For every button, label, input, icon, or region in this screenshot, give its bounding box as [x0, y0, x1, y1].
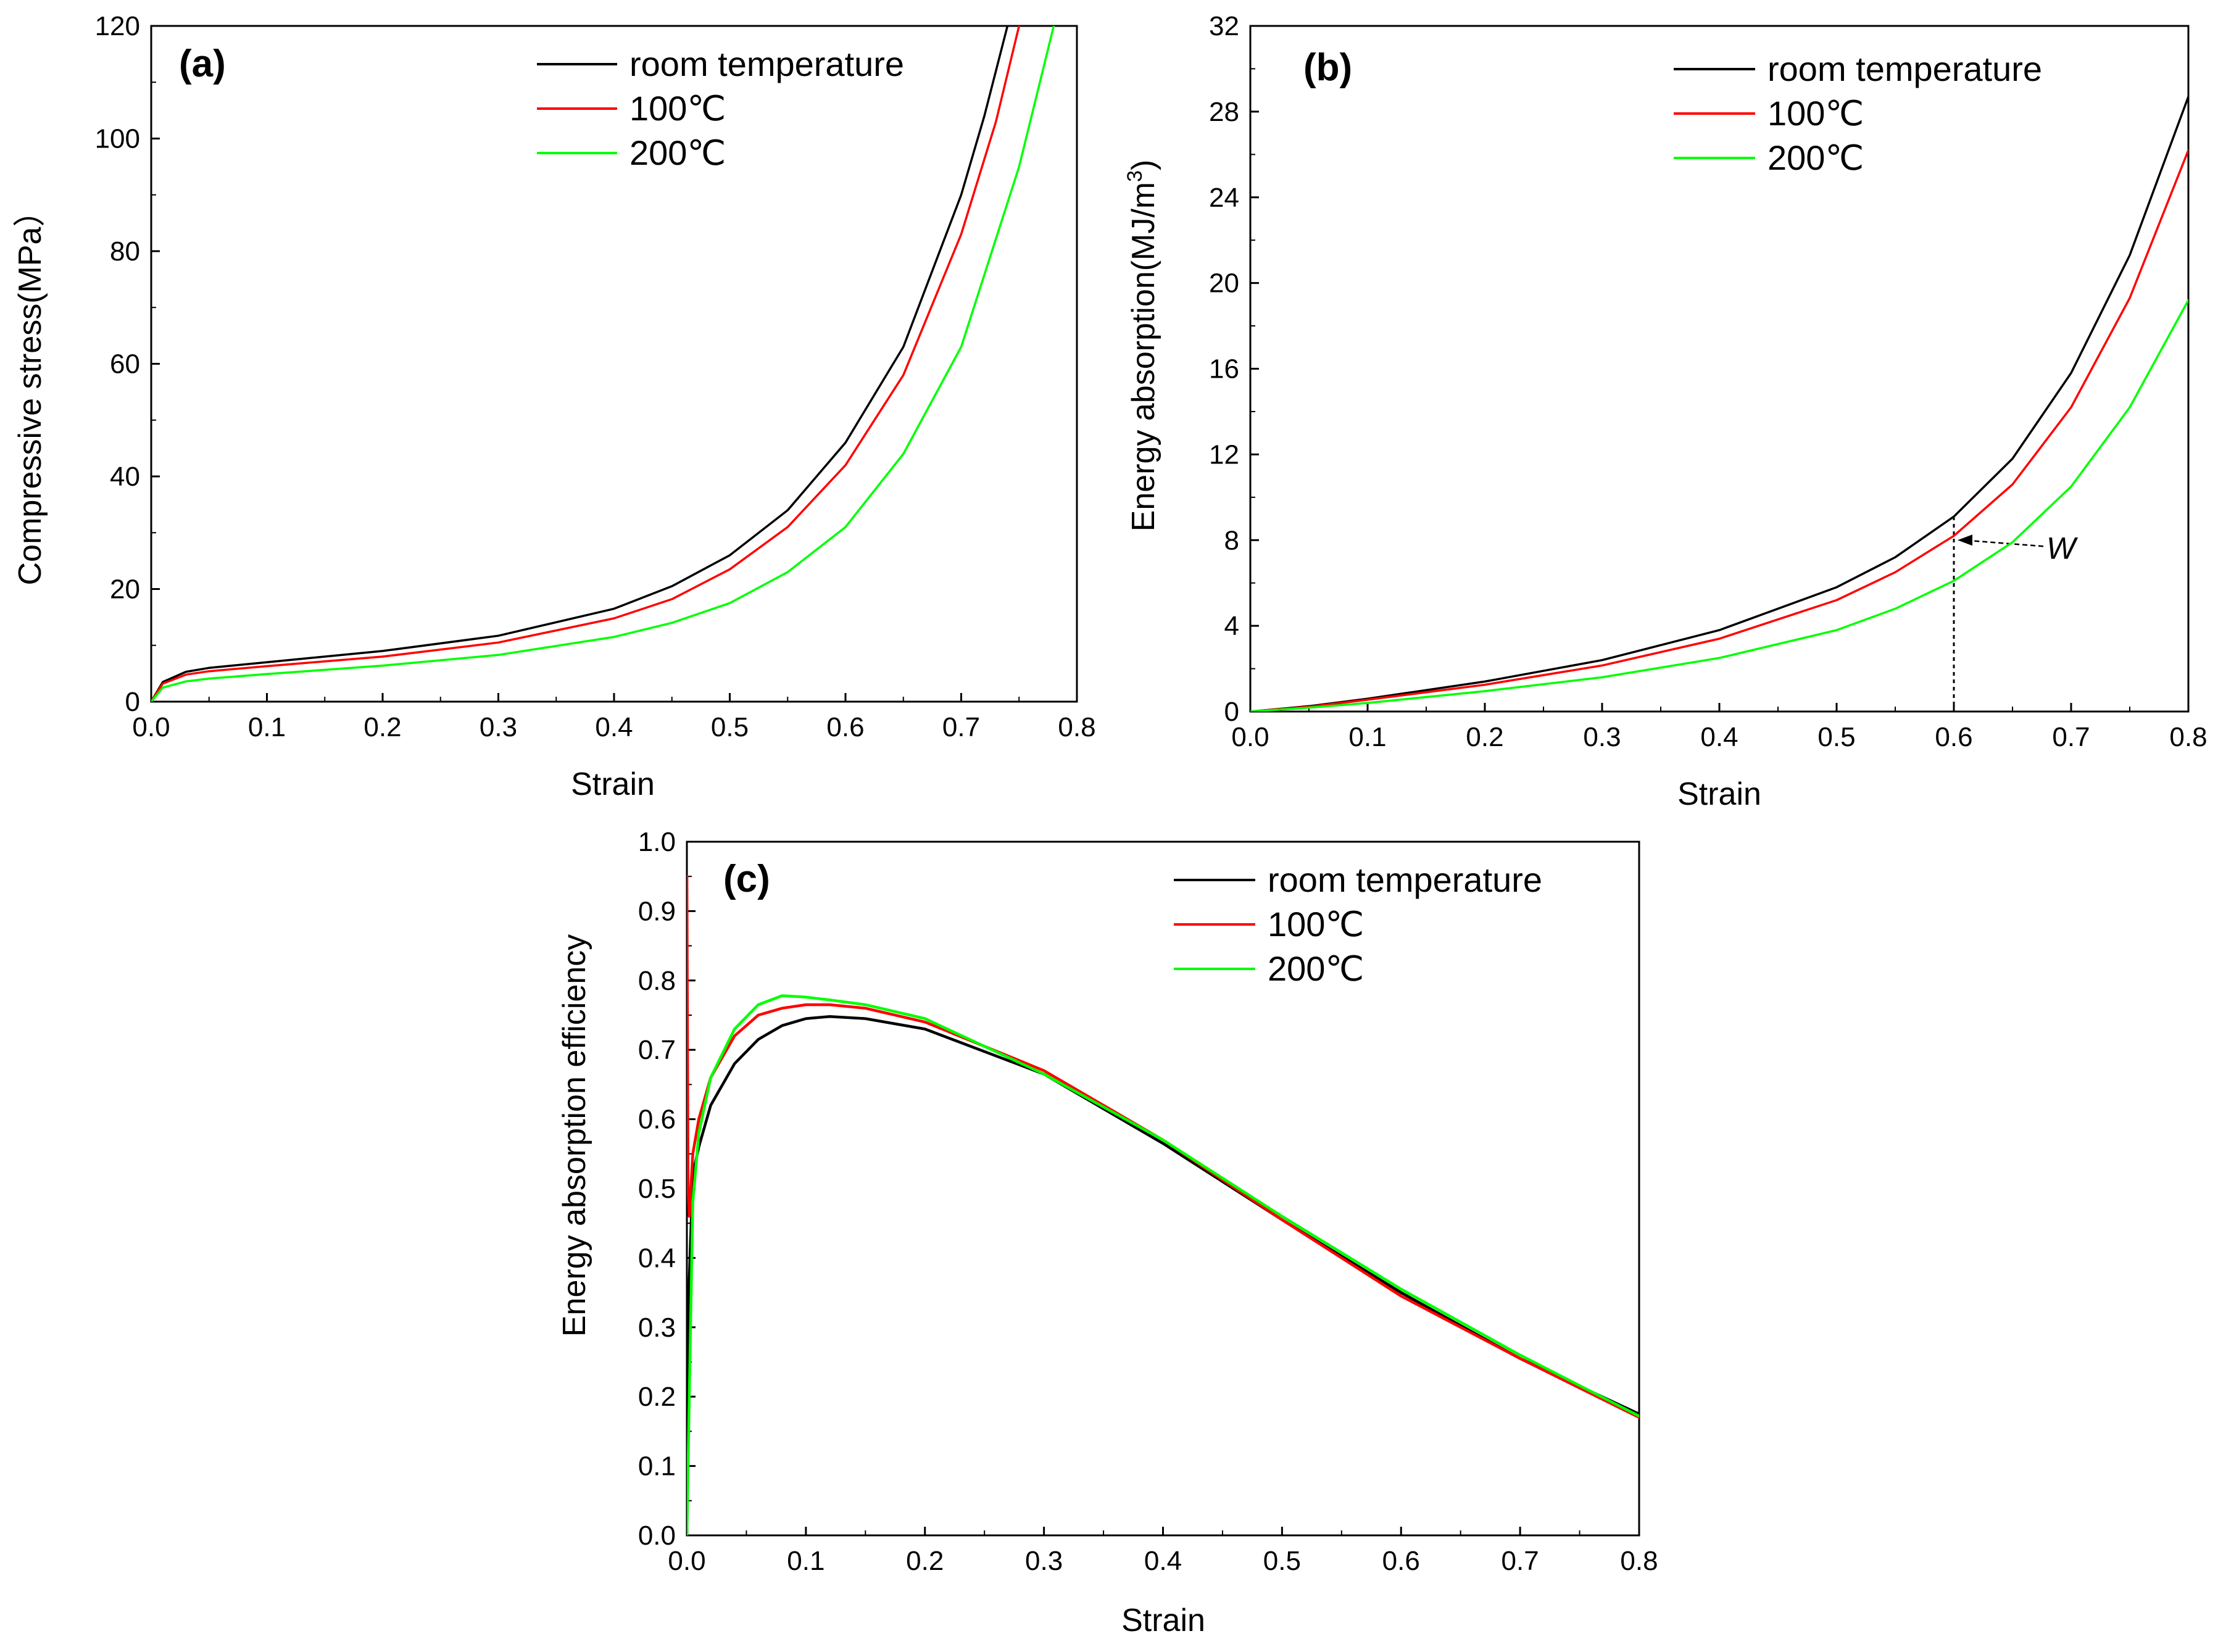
panel-b-legend-label: 200℃: [1767, 138, 1864, 177]
panel-c-y-tick-label: 0.2: [638, 1382, 676, 1412]
panel-b-series-line-3: [1250, 299, 2188, 712]
panel-a-x-axis-title: Strain: [571, 766, 655, 802]
panel-c-x-tick-label: 0.7: [1502, 1546, 1539, 1576]
panel-b-y-tick-label: 32: [1209, 11, 1239, 41]
panel-b-y-tick-label: 8: [1224, 525, 1239, 555]
panel-b-plot-area: 0.0 0.1 0.2 0.3 0.4 0.5 0.6 0.7 0.8 0 4 8 12 16 20 24 28…: [1209, 11, 2208, 752]
panel-c-y-tick-label: 0.4: [638, 1243, 676, 1273]
panel-a-x-tick-label: 0.6: [826, 712, 864, 742]
panel-b-y-axis-title-end: ): [1126, 160, 1161, 170]
panel-a-y-tick-label: 100: [95, 124, 140, 154]
panel-a-compressive-stress: 0.0 0.1 0.2 0.3 0.4 0.5 0.6 0.7 0.8 0 20 40 60 80 100 1…: [12, 11, 1096, 802]
panel-a-series-line-2: [151, 26, 1021, 702]
panel-a-y-tick-label: 120: [95, 11, 140, 41]
panel-a-x-tick-label: 0.0: [132, 712, 170, 742]
panel-a-y-axis-title: Compressive stress(MPa）: [12, 195, 48, 586]
panel-c-x-tick-label: 0.4: [1144, 1546, 1182, 1576]
panel-c-x-tick-label: 0.3: [1025, 1546, 1063, 1576]
panel-a-legend-label: 100℃: [629, 89, 726, 128]
panel-b-annotation-arrowhead: [1958, 534, 1972, 546]
panel-c-y-tick-label: 0.5: [638, 1174, 676, 1204]
panel-c-y-tick-label: 0.9: [638, 896, 676, 926]
panel-c-plot-area: 0.0 0.1 0.2 0.3 0.4 0.5 0.6 0.7 0.8 0.0 0.1 0.2 0.3 0…: [638, 827, 1658, 1576]
panel-c-y-tick-label: 0.1: [638, 1451, 676, 1482]
panel-c-y-tick-label: 0.0: [638, 1521, 676, 1551]
panel-c-legend-label: room temperature: [1268, 860, 1542, 899]
panel-a-y-tick-label: 20: [110, 575, 140, 605]
panel-c-y-axis-title: Energy absorption efficiency: [557, 934, 592, 1337]
panel-b-y-tick-label: 4: [1224, 611, 1239, 641]
panel-b-x-tick-label: 0.5: [1817, 722, 1855, 752]
panel-a-y-tick-label: 80: [110, 236, 140, 267]
panel-a-legend-label: 200℃: [629, 133, 726, 172]
panel-b-x-axis-title: Strain: [1677, 776, 1761, 812]
panel-c-x-tick-label: 0.6: [1382, 1546, 1420, 1576]
panel-b-y-tick-label: 0: [1224, 697, 1239, 727]
panel-b-y-tick-label: 28: [1209, 97, 1239, 127]
panel-c-y-tick-label: 0.3: [638, 1313, 676, 1343]
panel-a-x-tick-label: 0.2: [363, 712, 401, 742]
panel-a-x-tick-label: 0.7: [942, 712, 980, 742]
panel-b-energy-absorption: 0.0 0.1 0.2 0.3 0.4 0.5 0.6 0.7 0.8 0 4 8 12 16 20 24 28…: [1123, 11, 2208, 812]
panel-c-x-tick-label: 0.8: [1620, 1546, 1658, 1576]
panel-c-series-line-3: [687, 994, 1639, 1535]
panel-a-x-tick-label: 0.1: [248, 712, 286, 742]
panel-a-x-tick-label: 0.4: [595, 712, 633, 742]
panel-a-series-line-1: [151, 26, 1009, 702]
panel-b-y-axis-title: Energy absorption(MJ/m3): [1123, 160, 1161, 532]
panel-a-plot-area: 0.0 0.1 0.2 0.3 0.4 0.5 0.6 0.7 0.8 0 20 40 60 80 100 1…: [95, 11, 1096, 742]
panel-c-y-tick-label: 1.0: [638, 827, 676, 857]
panel-b-x-tick-label: 0.6: [1935, 722, 1972, 752]
panel-b-x-tick-label: 0.0: [1231, 722, 1269, 752]
panel-b-legend-label: room temperature: [1767, 49, 2042, 88]
panel-b-y-axis-title-text: Energy absorption(MJ/m3): [1123, 160, 1161, 532]
panel-c-x-axis-title: Strain: [1121, 1603, 1205, 1638]
panel-c-y-tick-label: 0.7: [638, 1035, 676, 1065]
panel-a-x-tick-label: 0.5: [711, 712, 749, 742]
panel-b-x-tick-label: 0.4: [1700, 722, 1738, 752]
panel-a-y-tick-label: 40: [110, 462, 140, 492]
panel-c-label: (c): [723, 858, 770, 900]
panel-b-y-tick-label: 24: [1209, 183, 1239, 213]
panel-b-y-tick-label: 12: [1209, 439, 1239, 470]
panel-b-x-tick-label: 0.8: [2169, 722, 2207, 752]
panel-b-y-tick-label: 20: [1209, 268, 1239, 299]
panel-c-legend-label: 200℃: [1268, 949, 1364, 988]
panel-b-series-line-2: [1250, 149, 2188, 712]
panel-c-y-tick-label: 0.6: [638, 1105, 676, 1135]
panel-c-x-tick-label: 0.1: [787, 1546, 824, 1576]
panel-c-x-tick-label: 0.0: [668, 1546, 705, 1576]
panel-b-x-tick-label: 0.2: [1466, 722, 1503, 752]
panel-c-x-tick-label: 0.2: [906, 1546, 944, 1576]
panel-a-label: (a): [179, 43, 226, 85]
panel-b-annotation-arrow-line: [1963, 539, 2044, 547]
panel-c-efficiency: 0.0 0.1 0.2 0.3 0.4 0.5 0.6 0.7 0.8 0.0 0.1 0.2 0.3 0…: [557, 827, 1658, 1638]
panel-c-series-line-2: [687, 874, 1639, 1419]
panel-b-x-tick-label: 0.1: [1348, 722, 1386, 752]
panel-a-series-line-3: [151, 26, 1055, 702]
panel-a-x-tick-label: 0.3: [480, 712, 517, 742]
panel-b-y-tick-label: 16: [1209, 354, 1239, 384]
panel-b-legend-label: 100℃: [1767, 94, 1864, 133]
panel-b-annotation-label: W: [2046, 531, 2079, 565]
panel-a-y-tick-label: 60: [110, 349, 140, 380]
panel-a-legend-label: room temperature: [629, 44, 904, 83]
panel-c-x-tick-label: 0.5: [1263, 1546, 1301, 1576]
panel-a-x-tick-label: 0.8: [1058, 712, 1095, 742]
panel-b-x-tick-label: 0.7: [2052, 722, 2090, 752]
panel-b-label: (b): [1303, 46, 1352, 89]
panel-b-y-axis-title-main: Energy absorption(MJ/m: [1126, 182, 1161, 531]
panel-b-x-tick-label: 0.3: [1583, 722, 1621, 752]
panel-a-y-tick-label: 0: [125, 687, 140, 717]
panel-c-legend-label: 100℃: [1268, 905, 1364, 944]
panel-c-y-tick-label: 0.8: [638, 966, 676, 996]
panel-b-y-axis-title-sup: 3: [1123, 170, 1147, 182]
